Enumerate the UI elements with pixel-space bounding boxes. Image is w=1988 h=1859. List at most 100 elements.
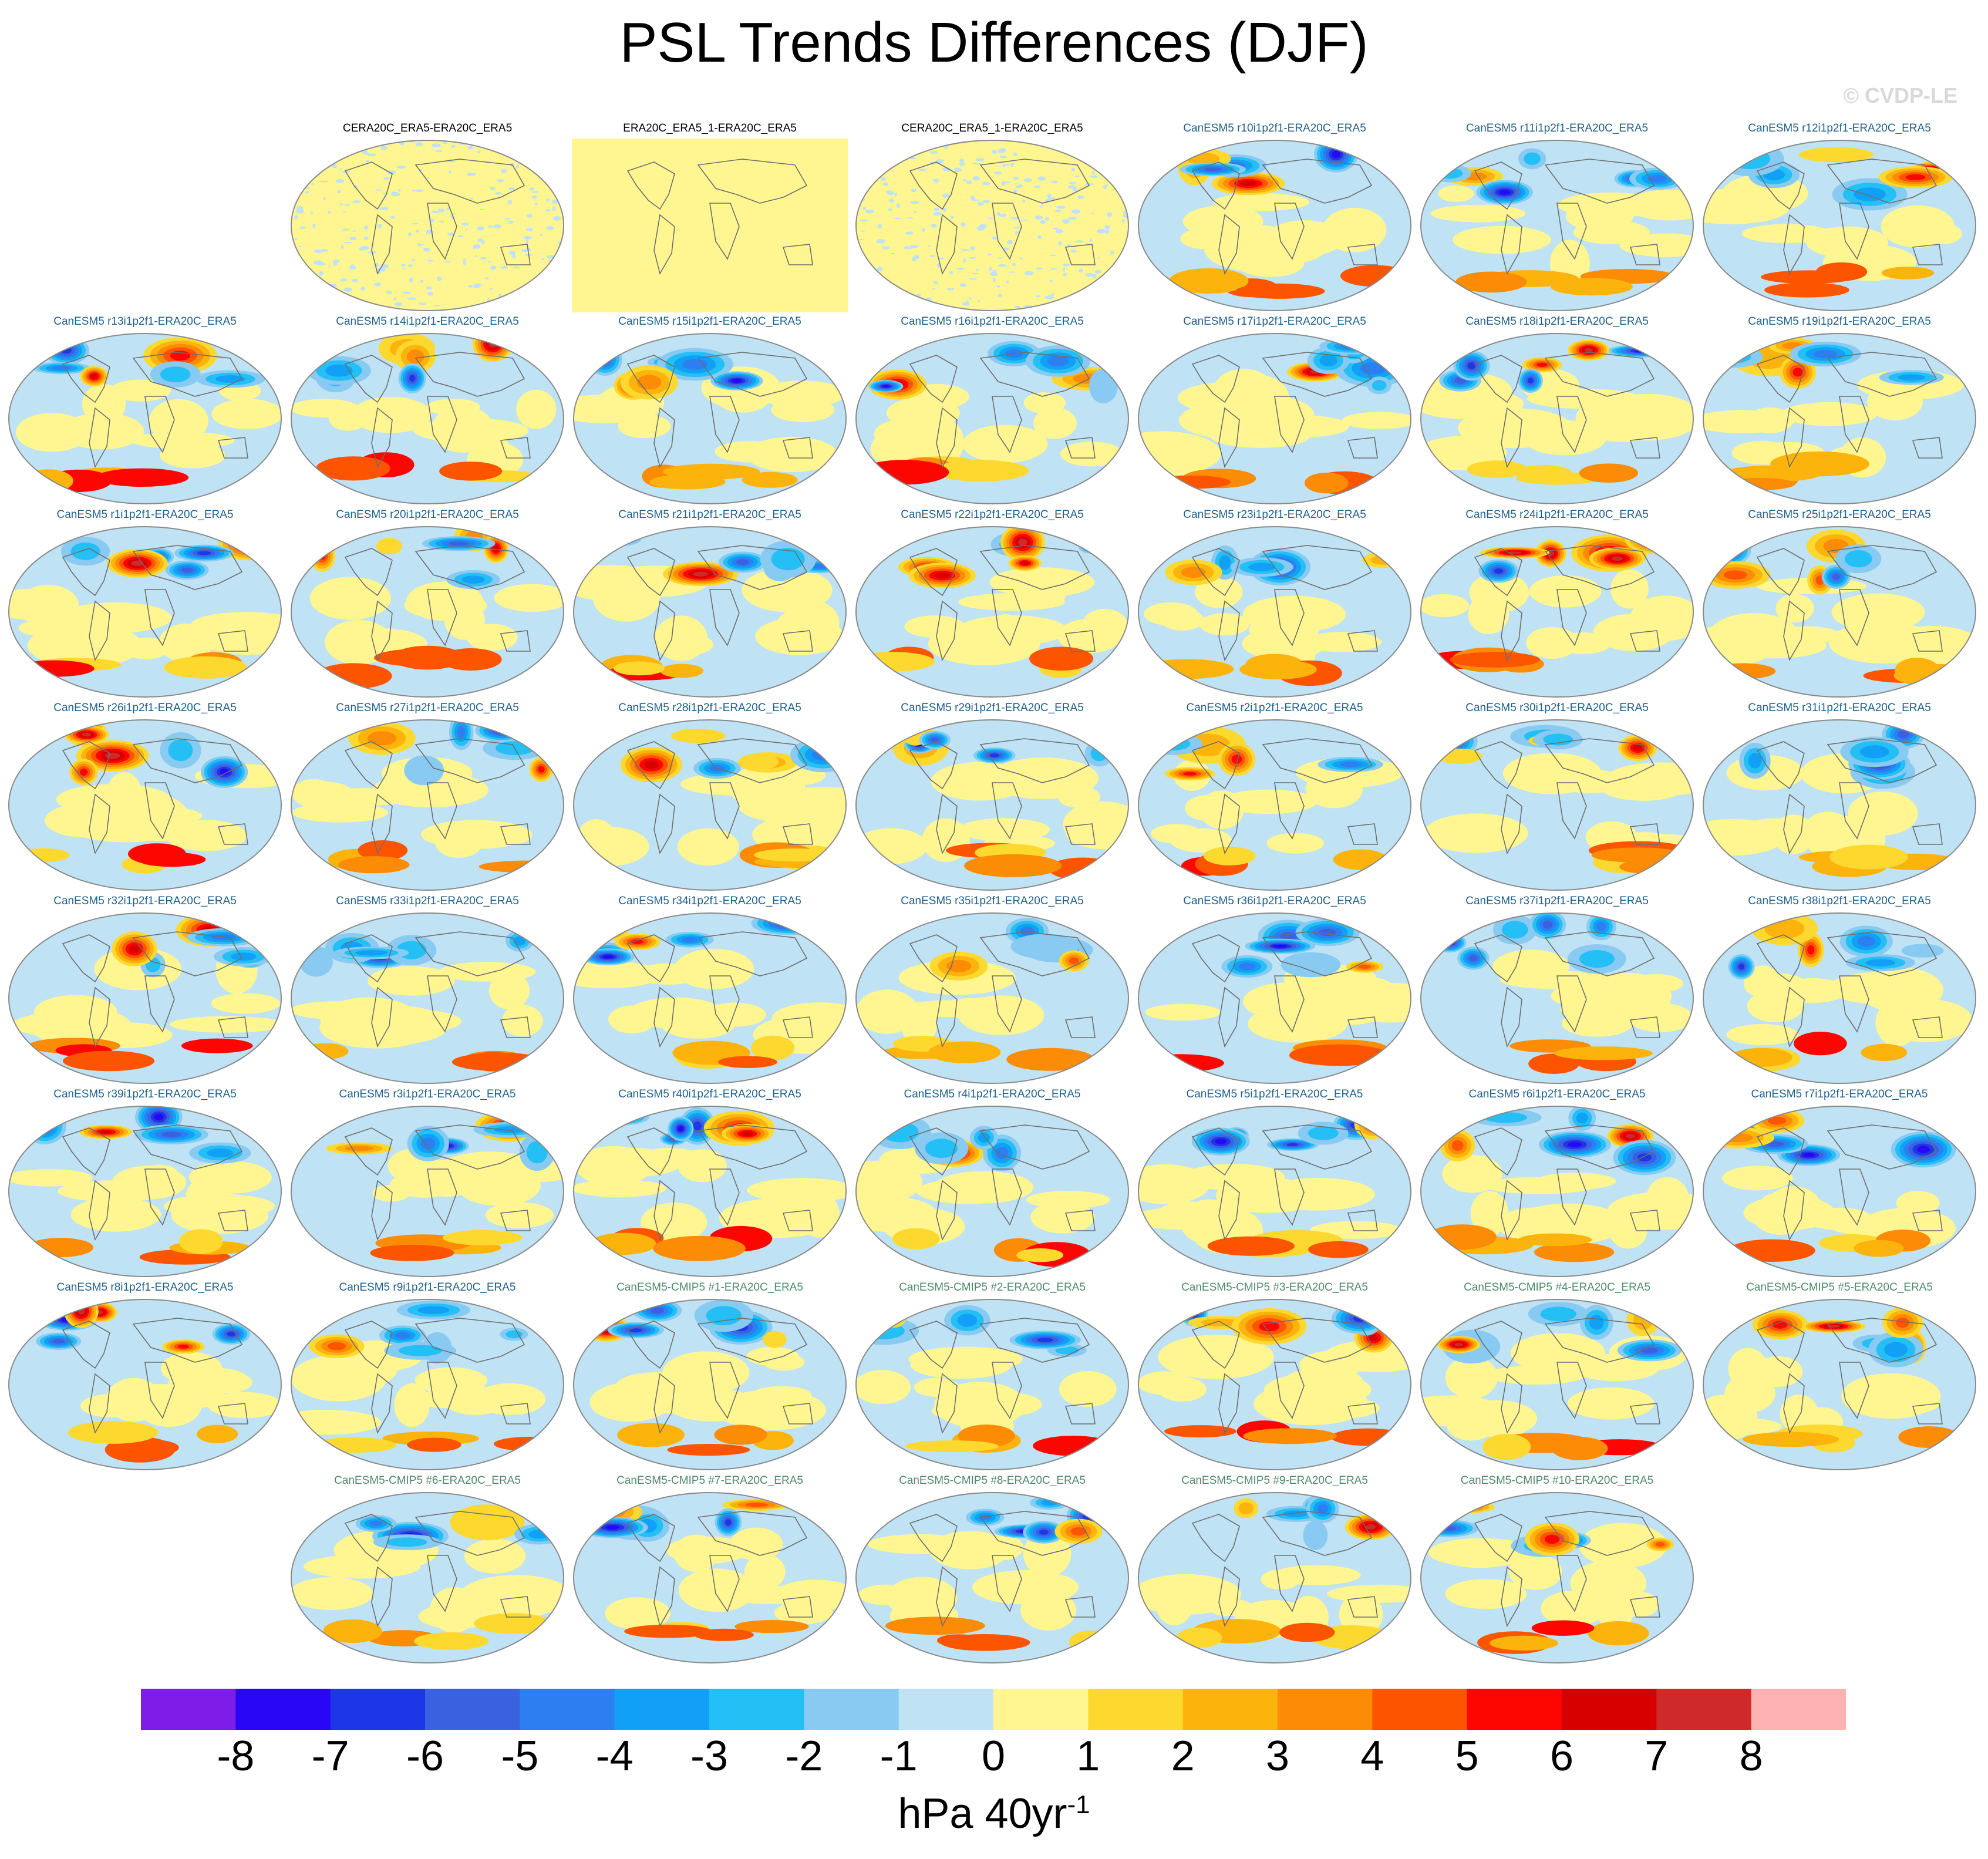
colorbar-tick-label: -5 [501, 1733, 539, 1780]
field-patch-positive [1336, 976, 1395, 1002]
coastline [1262, 931, 1373, 976]
field-patch-positive [474, 1383, 546, 1415]
coastline [1218, 1373, 1240, 1434]
field-speckle [402, 268, 406, 270]
field-patch-positive [149, 399, 208, 443]
field-low-anomaly [1528, 378, 1534, 384]
field-speckle [480, 257, 487, 260]
field-speckle [1124, 190, 1128, 194]
field-speckle [942, 167, 951, 171]
field-speckle [864, 144, 872, 147]
map-border [1703, 140, 1976, 311]
field-patch-positive [1579, 1523, 1667, 1568]
field-patch-positive [82, 384, 126, 425]
field-patch-positive [1529, 575, 1602, 608]
field-high-anomaly [693, 571, 709, 577]
coastline [1218, 1566, 1240, 1628]
field-low-anomaly [1729, 149, 1771, 170]
field-patch-positive [1575, 395, 1669, 442]
panel-map [1703, 719, 1976, 891]
field-speckle [397, 165, 406, 169]
field-low-anomaly [227, 1331, 236, 1337]
coastline [1347, 437, 1378, 459]
map-panels-grid: CERA20C_ERA5-ERA20C_ERA5 ERA20C_ERA5_1-ER… [8, 122, 1976, 1663]
field-low-anomaly [1540, 1306, 1576, 1322]
field-speckle [994, 171, 1002, 174]
field-speckle [1063, 263, 1070, 267]
panel-map [855, 526, 1129, 698]
field-patch-positive [211, 399, 281, 429]
panel-title: CanESM5-CMIP5 #3-ERA20C_ERA5 [1181, 1281, 1368, 1294]
field-speckle [1063, 151, 1067, 153]
field-speckle [895, 140, 900, 143]
panel-title: CanESM5-CMIP5 #1-ERA20C_ERA5 [616, 1281, 803, 1294]
field-high-anomaly [1366, 1524, 1376, 1530]
field-patch-southern [1770, 451, 1869, 477]
colorbar-tick-label: -7 [311, 1733, 349, 1780]
field-patch-positive [628, 997, 723, 1029]
field-speckle [968, 278, 977, 280]
field-speckle [467, 173, 477, 175]
coastline [427, 975, 457, 1033]
field-high-anomaly [1634, 527, 1678, 550]
field-speckle [523, 154, 527, 158]
field-speckle [1053, 227, 1059, 230]
field-speckle [346, 299, 352, 303]
field-speckle [395, 302, 403, 307]
field-speckle [865, 209, 875, 214]
field-low-anomaly [1319, 355, 1337, 366]
map-border [8, 1299, 282, 1470]
colorbar-swatch [1182, 1689, 1278, 1730]
field-high-anomaly [631, 939, 644, 944]
coastline [1756, 161, 1805, 210]
map-border [1138, 912, 1411, 1084]
field-patch-positive [742, 568, 833, 612]
field-speckle [515, 165, 520, 169]
field-high-anomaly [345, 1146, 374, 1151]
field-speckle [1067, 217, 1077, 220]
field-speckle [325, 152, 328, 154]
field-patch-southern [885, 1616, 985, 1635]
field-low-anomaly [70, 543, 100, 560]
field-patch-southern [624, 1624, 712, 1638]
coastline [144, 396, 175, 453]
field-patch-southern [1761, 270, 1856, 284]
coastline [626, 1127, 675, 1176]
field-patch-positive [1610, 569, 1649, 609]
field-high-anomaly [1454, 1505, 1472, 1509]
field-speckle [344, 204, 350, 206]
coastline [653, 1373, 675, 1434]
colorbar-tick-label: -1 [880, 1733, 918, 1780]
map-panel: CanESM5 r14i1p2f1-ERA20C_ERA5 [289, 315, 565, 507]
field-low-anomaly [1857, 936, 1875, 947]
field-high-anomaly [1611, 556, 1623, 561]
field-patch-positive [1442, 1154, 1502, 1193]
field-patch-positive [191, 612, 281, 638]
coastline [709, 589, 740, 646]
field-speckle [477, 238, 483, 243]
coastline [626, 934, 675, 983]
field-patch-southern [1854, 1240, 1904, 1257]
field-low-anomaly [1467, 362, 1476, 369]
field-speckle [942, 193, 950, 198]
coastline [1839, 396, 1869, 453]
panel-map [1420, 1492, 1694, 1663]
field-speckle [972, 199, 980, 201]
field-speckle [343, 241, 352, 243]
colorbar-swatch [1088, 1689, 1184, 1730]
colorbar-tick-labels: -8 -7 -6 -5 -4 -3 -2 -1 0 1 2 3 4 5 6 7 8 [0, 1732, 1988, 1785]
field-patch-positive [1199, 613, 1250, 636]
field-low-anomaly [369, 1520, 383, 1527]
field-high-anomaly [1896, 1317, 1910, 1328]
panel-map [1703, 140, 1976, 311]
map-border [1420, 912, 1694, 1084]
field-speckle [882, 182, 889, 186]
coastline [936, 600, 958, 662]
coastline [936, 407, 958, 469]
coastline [1544, 1511, 1655, 1556]
coastline [1756, 741, 1805, 790]
field-speckle [525, 239, 528, 244]
field-low-anomaly [1884, 1342, 1908, 1358]
field-patch-southern [18, 848, 70, 863]
field-speckle [426, 177, 430, 179]
